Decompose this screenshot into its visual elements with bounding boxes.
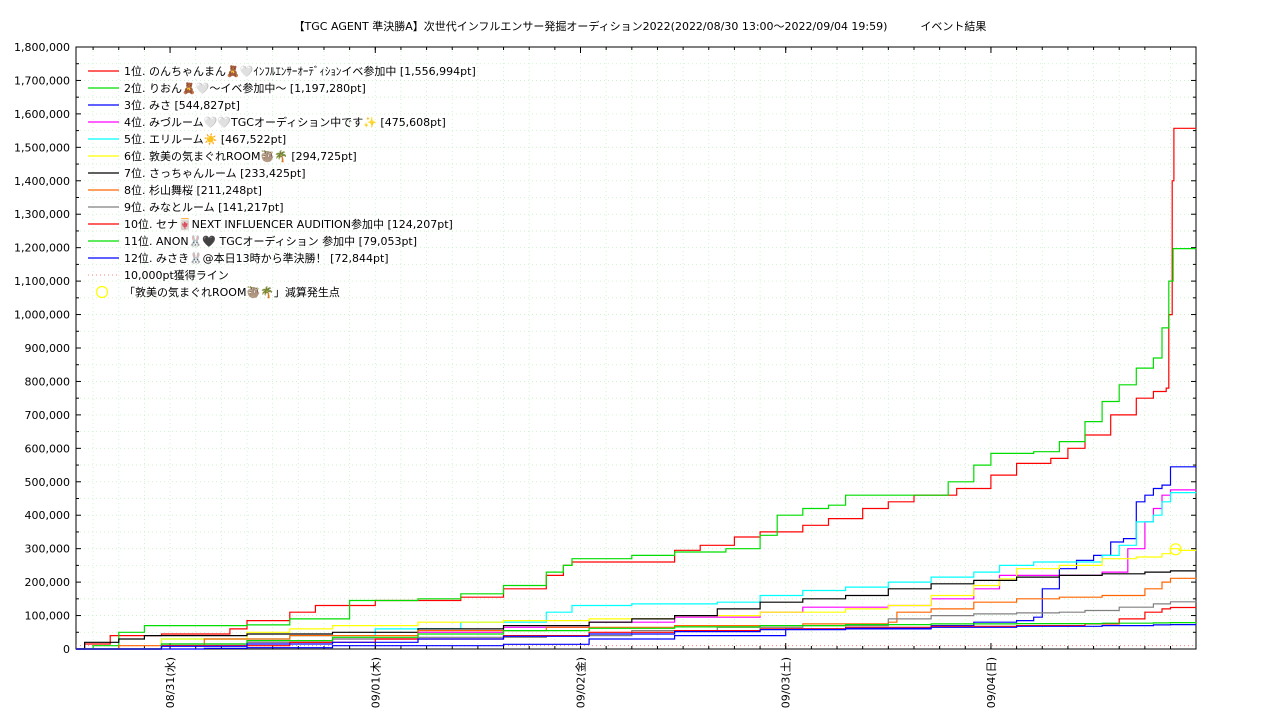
legend-entry-3: 3位. みさ [544,827pt]: [124, 98, 240, 112]
y-tick-label: 400,000: [25, 509, 71, 522]
y-tick-label: 100,000: [25, 610, 71, 623]
x-tick-label: 09/03(土): [780, 657, 793, 708]
grid-layer: [76, 46, 1196, 650]
y-tick-label: 1,500,000: [14, 141, 70, 154]
legend-entry-2: 2位. りおん🧸🤍～イベ参加中～ [1,197,280pt]: [124, 81, 366, 95]
series-line-7: [76, 570, 1197, 650]
legend-entry-1: 1位. のんちゃんまん🧸🤍ｲﾝﾌﾙｴﾝｻｰｵｰﾃﾞｨｼｮﾝイベ参加中 [1,55…: [124, 64, 476, 78]
series-line-2: [76, 248, 1197, 650]
y-tick-label: 1,300,000: [14, 208, 70, 221]
y-tick-label: 700,000: [25, 409, 71, 422]
legend-entry-12: 12位. みさき🐰@本日13時から準決勝！ [72,844pt]: [124, 251, 389, 265]
x-tick-label: 09/02(金): [574, 657, 588, 708]
series-line-8: [76, 577, 1197, 650]
y-tick-label: 0: [63, 643, 70, 656]
series-line-3: [76, 466, 1197, 650]
legend: 1位. のんちゃんまん🧸🤍ｲﾝﾌﾙｴﾝｻｰｵｰﾃﾞｨｼｮﾝイベ参加中 [1,55…: [88, 64, 476, 299]
y-tick-label: 1,200,000: [14, 242, 70, 255]
y-tick-label: 1,100,000: [14, 275, 70, 288]
legend-entry-7: 7位. さっちゃんルーム [233,425pt]: [124, 166, 306, 180]
y-tick-label: 1,400,000: [14, 175, 70, 188]
legend-entry-5: 5位. エリルーム☀️ [467,522pt]: [124, 132, 286, 146]
y-tick-label: 800,000: [25, 375, 71, 388]
series-line-1: [76, 127, 1197, 650]
legend-entry-6: 6位. 敦美の気まぐれROOM🦥🌴 [294,725pt]: [124, 149, 357, 163]
y-tick-label: 1,600,000: [14, 108, 70, 121]
x-tick-label: 08/31(水): [164, 657, 177, 708]
series-line-11: [76, 622, 1197, 650]
y-tick-label: 1,700,000: [14, 74, 70, 87]
legend-entry-4: 4位. みづルーム🤍🤍TGCオーディション中です✨ [475,608pt]: [124, 115, 446, 129]
decrease-point-marker: [1169, 543, 1182, 556]
legend-entry-10: 10位. セナ🀄NEXT INFLUENCER AUDITION参加中 [124…: [124, 217, 453, 231]
series-line-6: [76, 548, 1197, 650]
y-tick-label: 200,000: [25, 576, 71, 589]
y-tick-label: 1,000,000: [14, 309, 70, 322]
legend-entry-reference: 10,000pt獲得ライン: [124, 269, 229, 282]
series-line-12: [76, 624, 1197, 650]
y-tick-label: 500,000: [25, 476, 71, 489]
legend-entry-11: 11位. ANON🐰🖤 TGCオーディション 参加中 [79,053pt]: [124, 234, 417, 248]
axes-layer: 0 100,000 200,000 300,000 400,000 500,000 600,…: [14, 41, 1197, 708]
series-line-5: [76, 492, 1197, 650]
y-tick-label: 900,000: [25, 342, 71, 355]
series-layer: [76, 127, 1197, 650]
legend-swatch-marker: [95, 285, 109, 299]
chart-title: 【TGC AGENT 準決勝A】次世代インフルエンサー発掘オーディション2022…: [294, 19, 987, 33]
x-tick-label: 09/04(日): [985, 657, 998, 708]
legend-entry-marker: 「敦美の気まぐれROOM🦥🌴」減算発生点: [124, 285, 340, 299]
y-tick-label: 1,800,000: [14, 41, 70, 54]
y-tick-label: 300,000: [25, 543, 71, 556]
legend-entry-9: 9位. みなとルーム [141,217pt]: [124, 200, 284, 214]
legend-entry-8: 8位. 杉山舞桜 [211,248pt]: [124, 183, 262, 197]
y-tick-label: 600,000: [25, 442, 71, 455]
x-tick-label: 09/01(木): [369, 657, 382, 708]
